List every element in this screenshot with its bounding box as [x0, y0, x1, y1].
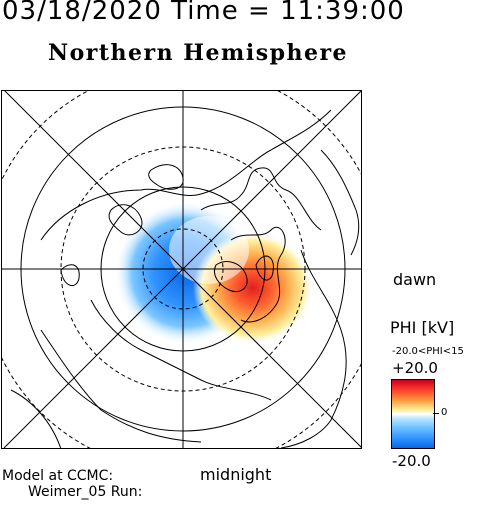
meridian-lines [1, 90, 362, 449]
plot-title: Northern Hemisphere [48, 40, 349, 66]
colorbar-zero-tick [433, 413, 439, 414]
colorbar-min-label: -20.0 [392, 452, 431, 470]
colorbar-range-text: -20.0<PHI<15 [392, 346, 464, 357]
dawn-label: dawn [393, 270, 437, 289]
midnight-label: midnight [200, 465, 272, 484]
run-label: Weimer_05 Run: [28, 484, 143, 500]
colorbar-max-label: +20.0 [392, 359, 438, 377]
polar-potential-map [1, 90, 362, 449]
colorbar-zero-label: 0 [441, 407, 448, 418]
colorbar-quantity-label: PHI [kV] [390, 318, 455, 337]
timestamp-header: 03/18/2020 Time = 11:39:00 [2, 0, 405, 26]
model-label: Model at CCMC: [2, 468, 114, 484]
coastlines [10, 109, 360, 449]
potential-colorbar [391, 379, 435, 449]
